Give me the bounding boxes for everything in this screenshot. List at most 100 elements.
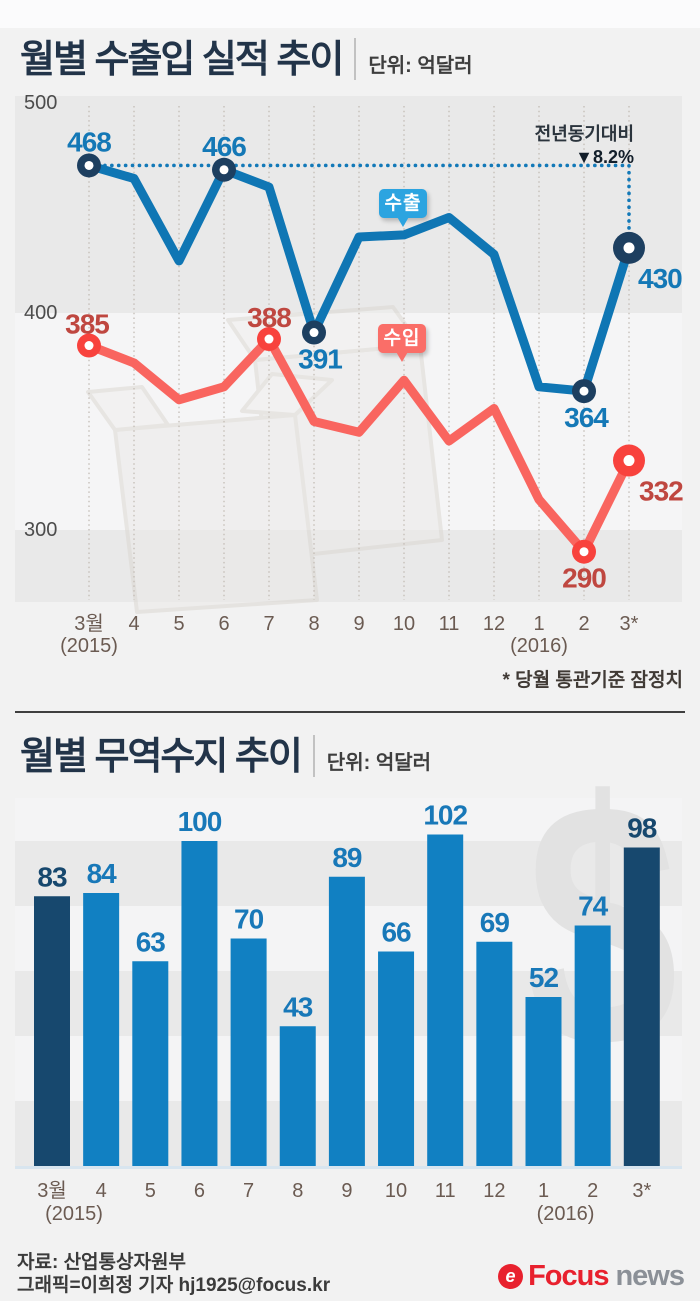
value-label: 466 [202, 131, 246, 162]
data-point-marker-center [309, 328, 319, 338]
trade-balance-bar [328, 876, 365, 1166]
bar-chart-header: 월별 무역수지 추이 단위: 억달러 [20, 735, 431, 779]
data-point-marker-center [264, 334, 274, 344]
x-axis-month-label: 3월 [74, 612, 104, 635]
x-axis-month-label: 2 [587, 1180, 598, 1202]
y-axis-tick-label: 500 [24, 92, 57, 114]
value-label: 430 [638, 263, 682, 294]
value-label: 332 [639, 476, 683, 507]
x-axis-month-label: 2 [578, 613, 589, 635]
focusnews-logo-brand: Focus [528, 1260, 609, 1292]
line-chart-header: 월별 수출입 실적 추이 단위: 억달러 [20, 38, 473, 82]
x-axis-month-label: 8 [292, 1180, 303, 1202]
value-label: 385 [65, 309, 109, 340]
trade-balance-bar [132, 961, 169, 1166]
title-separator [354, 38, 357, 80]
trade-balance-bar [230, 938, 267, 1166]
x-axis-month-label: 7 [243, 1180, 254, 1202]
x-axis-month-label: 3월 [37, 1179, 67, 1202]
yoy-reference-dotted-line [96, 163, 631, 238]
export-line [84, 160, 634, 396]
x-axis-month-label: 11 [435, 1180, 456, 1202]
x-axis-year-label: (2016) [537, 1203, 595, 1225]
trade-balance-bar [181, 841, 218, 1166]
value-label: 388 [247, 302, 291, 333]
bar-value-label: 89 [332, 842, 362, 873]
value-label: 468 [67, 126, 111, 157]
bar-value-label: 102 [423, 800, 467, 831]
section-divider [15, 711, 685, 713]
data-point-marker-center [84, 341, 94, 351]
data-point-marker-center [84, 160, 94, 170]
trade-balance-bar [476, 941, 513, 1166]
trade-balance-bar [83, 893, 120, 1166]
bar-value-label: 98 [627, 813, 657, 844]
x-axis-month-label: 12 [483, 1180, 505, 1202]
trade-balance-bar [378, 951, 415, 1166]
x-axis-month-label: 5 [145, 1180, 156, 1202]
value-label: 391 [298, 344, 342, 375]
x-axis-month-label: 9 [353, 613, 364, 635]
focusnews-logo-icon: e [498, 1264, 524, 1289]
bar-value-label: 83 [37, 861, 67, 892]
focusnews-logo: e Focus news [498, 1260, 685, 1293]
bar-value-label: 66 [381, 917, 411, 948]
x-axis-month-label: 10 [385, 1180, 407, 1202]
bar-value-label: 52 [529, 962, 559, 993]
x-axis-month-label: 3* [632, 1180, 651, 1202]
x-axis-year-label: (2016) [510, 635, 568, 657]
yoy-annotation-value: ▼8.2% [575, 146, 634, 167]
x-axis-month-label: 4 [128, 613, 139, 635]
import-line [84, 334, 634, 557]
source-credit: 자료: 산업통상자원부 [17, 1252, 186, 1273]
x-axis-month-label: 8 [308, 613, 319, 635]
baseline-strip [15, 1166, 682, 1169]
x-axis-month-label: 1 [533, 613, 544, 635]
graphic-credit: 그래픽=이희정 기자 hj1925@focus.kr [17, 1275, 331, 1296]
x-axis-month-label: 6 [194, 1180, 205, 1202]
data-point-marker-center [623, 242, 635, 254]
x-axis-year-label: (2015) [60, 635, 118, 657]
x-axis-month-label: 12 [483, 613, 505, 635]
export-series-badge: 수출 [379, 189, 427, 227]
x-axis-month-label: 9 [341, 1180, 352, 1202]
trade-balance-bar [574, 925, 611, 1166]
title-separator [312, 735, 315, 777]
bar-value-label: 43 [283, 991, 313, 1022]
bar-value-label: 70 [234, 904, 264, 935]
x-axis-month-label: 3* [620, 613, 639, 635]
trade-balance-bar [34, 896, 70, 1166]
x-axis-month-label: 6 [218, 613, 229, 635]
yoy-annotation: 전년동기대비 ▼8.2% [535, 124, 634, 167]
line-chart-title: 월별 수출입 실적 추이 [20, 39, 344, 82]
bar-value-label: 63 [136, 926, 166, 957]
x-axis-year-label: (2015) [45, 1203, 103, 1225]
band-500-400 [15, 96, 682, 313]
bar-value-label: 74 [578, 891, 609, 922]
trade-balance-bar [525, 997, 562, 1166]
x-axis-month-label: 5 [173, 613, 184, 635]
y-axis-tick-label: 300 [24, 519, 57, 541]
line-chart-unit: 단위: 억달러 [368, 55, 473, 77]
x-axis-month-label: 7 [263, 613, 274, 635]
import-series-badge: 수입 [378, 324, 426, 362]
y-axis-tick-label: 400 [24, 302, 57, 324]
x-axis-month-label: 10 [393, 613, 415, 635]
x-axis-month-label: 4 [96, 1180, 107, 1202]
trade-balance-bar [427, 834, 464, 1166]
value-label: 364 [564, 402, 609, 433]
focusnews-logo-suffix: news [615, 1260, 685, 1292]
data-point-marker-center [219, 165, 229, 175]
bar-chart-unit: 단위: 억달러 [326, 752, 432, 774]
top-strip [0, 0, 700, 28]
data-point-marker-center [579, 386, 589, 396]
trade-balance-bar [279, 1026, 316, 1166]
value-label: 290 [562, 563, 606, 594]
yoy-annotation-label: 전년동기대비 [534, 124, 634, 144]
bar-value-label: 84 [87, 858, 118, 889]
x-axis-month-label: 1 [538, 1180, 549, 1202]
bar-value-label: 69 [480, 907, 510, 938]
data-point-marker-center [623, 455, 635, 467]
